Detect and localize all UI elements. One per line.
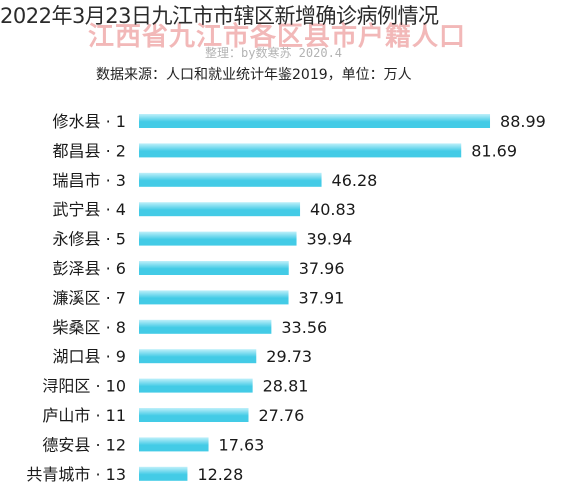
bar — [139, 349, 257, 364]
value-label: 17.63 — [219, 435, 265, 454]
category-label: 濂溪区 · 7 — [53, 288, 126, 307]
value-label: 29.73 — [266, 347, 312, 366]
value-label: 40.83 — [310, 200, 356, 219]
value-label: 33.56 — [281, 318, 327, 337]
bar — [139, 143, 462, 158]
value-label: 81.69 — [471, 141, 517, 160]
bar — [139, 408, 249, 422]
bar — [139, 466, 188, 481]
bar — [139, 319, 272, 334]
category-label: 浔阳区 · 10 — [42, 377, 126, 396]
value-label: 12.28 — [197, 465, 243, 484]
value-label: 27.76 — [258, 406, 304, 425]
chart-credit: 整理：by数寒苏 2020.4 — [205, 46, 343, 60]
category-label: 彭泽县 · 6 — [53, 259, 126, 278]
bar — [139, 172, 322, 187]
bar — [139, 202, 301, 217]
category-label: 柴桑区 · 8 — [53, 318, 126, 337]
value-label: 37.96 — [299, 259, 345, 278]
bar — [139, 261, 289, 275]
category-label: 永修县 · 5 — [53, 230, 126, 249]
value-label: 39.94 — [307, 230, 353, 249]
category-label: 湖口县 · 9 — [53, 347, 126, 366]
chart-source-note: 数据来源：人口和就业统计年鉴2019，单位：万人 — [96, 67, 412, 83]
category-label: 共青城市 · 13 — [26, 465, 126, 484]
category-label: 瑞昌市 · 3 — [53, 171, 126, 190]
bar — [139, 378, 253, 393]
bars-group: 修水县 · 1 88.99 都昌县 · 2 81.69 瑞昌市 · 3 46.28 武宁县 … — [26, 112, 545, 484]
category-label: 武宁县 · 4 — [53, 200, 126, 219]
value-label: 46.28 — [332, 171, 378, 190]
category-label: 修水县 · 1 — [53, 112, 126, 131]
value-label: 37.91 — [299, 288, 345, 307]
page-title: 2022年3月23日九江市市辖区新增确诊病例情况 — [0, 4, 439, 28]
bar — [139, 114, 491, 128]
bar — [139, 437, 209, 452]
chart-title: 江西省九江市各区县市户籍人口 — [88, 22, 467, 52]
bar — [139, 231, 297, 246]
category-label: 都昌县 · 2 — [53, 141, 126, 160]
category-label: 庐山市 · 11 — [42, 406, 126, 425]
value-label: 88.99 — [500, 112, 546, 131]
category-label: 德安县 · 12 — [42, 435, 126, 454]
value-label: 28.81 — [263, 377, 309, 396]
bar — [139, 290, 289, 305]
